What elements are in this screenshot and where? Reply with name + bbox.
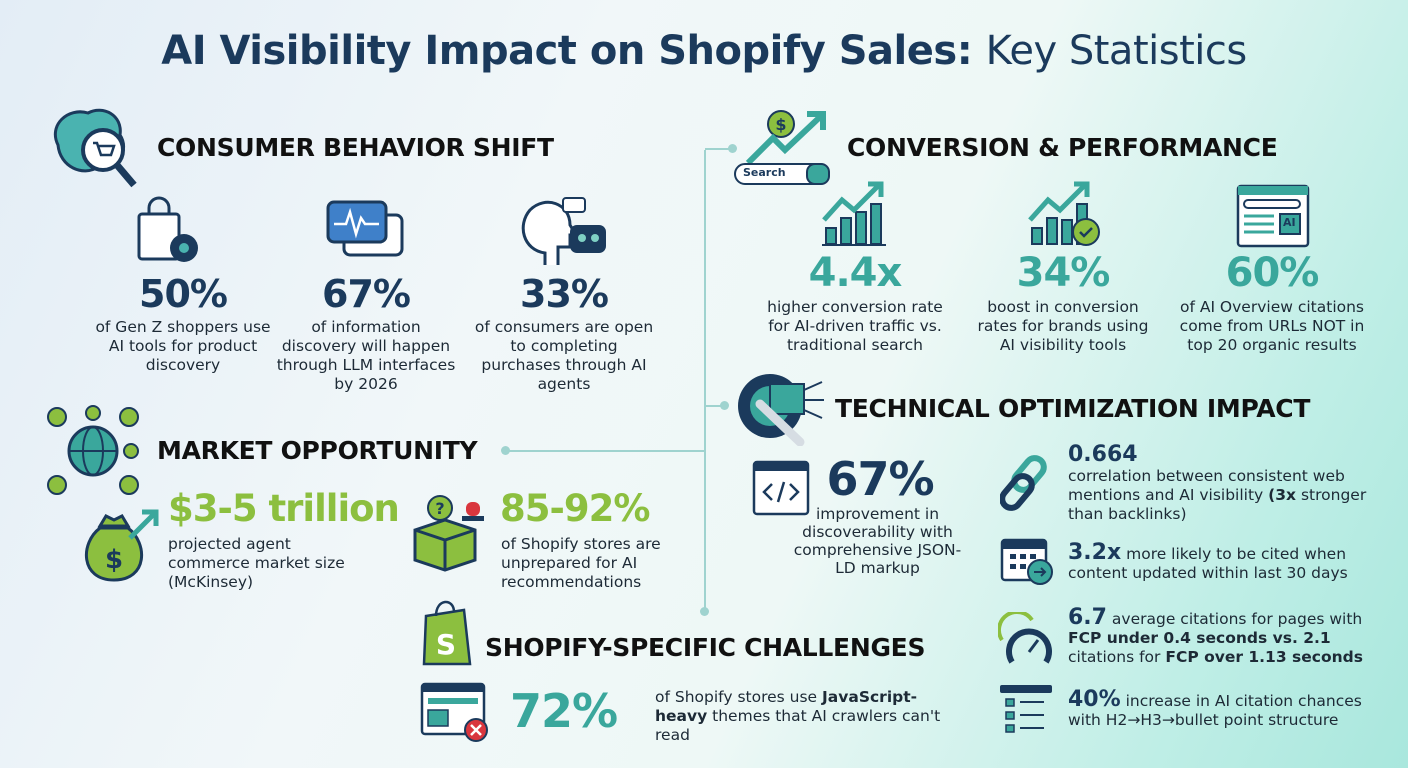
human-robot-icon [521, 197, 606, 265]
globe-dollar-network-icon [47, 405, 139, 495]
connector-dot [501, 446, 510, 455]
stat-desc: of consumers are open to completing purc… [474, 318, 654, 393]
connector-dot [728, 144, 737, 153]
page-title: AI Visibility Impact on Shopify Sales: K… [161, 28, 1247, 74]
stat-desc: projected agent commerce market size (Mc… [168, 535, 345, 591]
tech-item: 3.2x more likely to be cited when conten… [1068, 540, 1348, 583]
stat-desc: boost in conversion rates for brands usi… [977, 298, 1149, 354]
shopping-bag-gear-icon [137, 196, 198, 262]
svg-text:$: $ [775, 115, 786, 134]
tech-item: 40% increase in AI citation chances with… [1068, 687, 1362, 730]
stat-desc: of Shopify stores are unprepared for AI … [501, 535, 661, 591]
technical-heading: TECHNICAL OPTIMIZATION IMPACT [835, 394, 1311, 423]
svg-text:S: S [436, 628, 456, 661]
stat-value: 67% [322, 272, 411, 316]
stat-desc: higher conversion rate for AI-driven tra… [767, 298, 943, 354]
browser-error-icon [420, 682, 488, 742]
stat-value: 4.4x [808, 250, 903, 296]
stat-value: 67% [826, 452, 934, 506]
connector-line [704, 150, 706, 612]
stat-value: 33% [520, 272, 609, 316]
browser-ai-icon [1236, 184, 1310, 248]
stat-value: $3-5 trillion [168, 487, 400, 530]
tech-item: 0.664 correlation between consistent web… [1068, 442, 1367, 523]
search-growth-icon: $ [734, 110, 830, 185]
stat-desc: improvement in discoverability with comp… [793, 505, 962, 577]
stat-value: 72% [510, 684, 618, 738]
market-heading: MARKET OPPORTUNITY [157, 436, 478, 465]
stat-desc: of Shopify stores use JavaScript-heavy t… [655, 688, 941, 744]
bar-chart-up-icon [822, 181, 886, 246]
connector-dot [700, 607, 709, 616]
shopify-heading: SHOPIFY-SPECIFIC CHALLENGES [485, 633, 926, 662]
svg-text:$: $ [105, 545, 123, 575]
stat-desc: of AI Overview citations come from URLs … [1179, 298, 1365, 354]
stat-desc: of Gen Z shoppers use AI tools for produ… [95, 318, 271, 374]
gear-wrench-chip-icon [738, 374, 824, 446]
connector-line [505, 450, 705, 452]
box-question-alert-icon: ? [413, 495, 484, 572]
tech-item: 6.7 average citations for pages with FCP… [1068, 605, 1363, 667]
code-window-icon [752, 460, 810, 516]
speedometer-icon [998, 612, 1052, 664]
svg-text:?: ? [435, 499, 444, 518]
chain-link-icon [1000, 455, 1047, 511]
search-label: Search [743, 166, 786, 179]
bar-chart-check-icon [1028, 181, 1100, 246]
connector-dot [720, 401, 729, 410]
connector-line [705, 148, 733, 150]
chat-waveform-icon [326, 200, 404, 257]
connector-line [705, 405, 727, 407]
brain-magnifier-cart-icon [53, 108, 137, 188]
stat-value: 34% [1016, 250, 1111, 296]
stat-value: 60% [1225, 250, 1320, 296]
shopify-bag-icon: S [422, 600, 472, 666]
conversion-heading: CONVERSION & PERFORMANCE [847, 133, 1278, 162]
stat-value: 50% [139, 272, 228, 316]
money-bag-arrow-icon: $ [84, 509, 159, 582]
calendar-arrow-icon [1000, 538, 1053, 585]
stat-desc: of information discovery will happen thr… [276, 318, 456, 393]
stat-value: 85-92% [500, 487, 650, 530]
consumer-heading: CONSUMER BEHAVIOR SHIFT [157, 133, 554, 162]
ai-label: AI [1283, 216, 1296, 229]
structure-list-icon [1000, 685, 1052, 733]
